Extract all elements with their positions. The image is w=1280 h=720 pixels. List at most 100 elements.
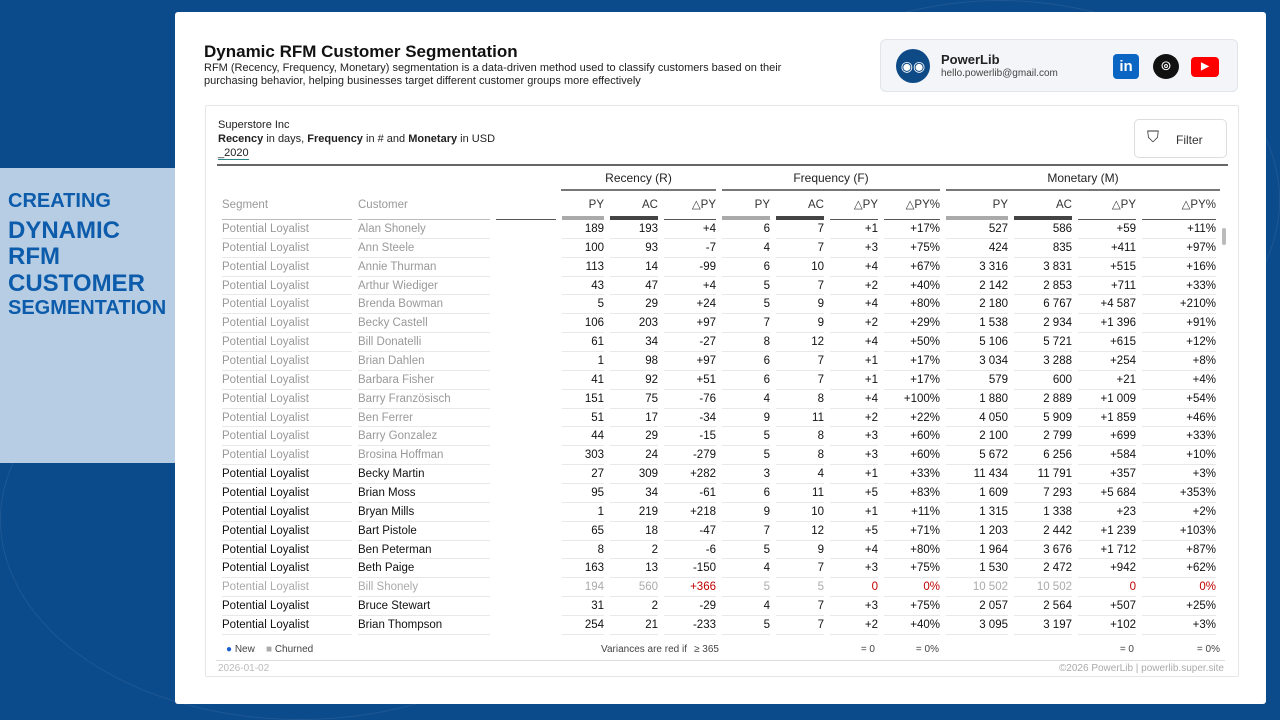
column-header-segment[interactable]: Segment [222,196,352,220]
cell-frequency-py: 5 [722,427,770,447]
cell-recency-dpy: +51 [664,371,716,390]
column-header-frequency-dpy-pct[interactable]: △PY% [884,196,940,220]
frequency-abs-rule: = 0 [860,644,875,655]
cell-recency-py: 106 [562,314,604,334]
table-row[interactable]: Potential Loyalist Brosina Hoffman 303 24 -2… [216,446,1216,466]
cell-segment: Potential Loyalist [222,578,352,598]
table-row[interactable]: Potential Loyalist Brenda Bowman 5 29 +24 5 9 +… [216,295,1216,315]
cell-monetary-ac: 586 [1014,220,1072,239]
table-row[interactable]: Potential Loyalist Bart Pistole 65 18 -47 7 12… [216,522,1216,541]
cell-frequency-py: 6 [722,258,770,277]
column-header-monetary-dpy-pct[interactable]: △PY% [1142,196,1216,220]
cell-frequency-py: 7 [722,522,770,541]
column-header-frequency-ac[interactable]: AC [776,196,824,220]
legend-churned: ■ Churned [266,644,313,655]
units-frequency: Frequency [307,133,363,145]
cell-frequency-dpy: +1 [830,352,878,371]
column-header-customer[interactable]: Customer [358,196,490,220]
legend-new-label: New [234,644,255,655]
table-row[interactable]: Potential Loyalist Becky Castell 106 203 +97… [216,314,1216,334]
table-row[interactable]: Potential Loyalist Brian Moss 95 34 -61 6 11 +5… [216,484,1216,503]
overlay-title-line4: SEGMENTATION [8,297,167,320]
cell-recency-py: 27 [562,465,604,485]
column-header-monetary-dpy[interactable]: △PY [1078,196,1136,220]
scrollbar[interactable] [1222,228,1226,245]
table-row[interactable]: Potential Loyalist Ben Peterman 8 2 -6 5 9 +4 +8… [216,541,1216,560]
cell-segment: Potential Loyalist [222,559,352,579]
table-row[interactable]: Potential Loyalist Barry Gonzalez 44 29 -15 5… [216,427,1216,447]
cell-monetary-py: 3 034 [946,352,1008,371]
table-row[interactable]: Potential Loyalist Annie Thurman 113 14 -99 6… [216,258,1216,277]
column-header-frequency-py[interactable]: PY [722,196,770,220]
cell-recency-ac: 21 [610,616,658,635]
github-icon[interactable]: ⌾ [1153,54,1179,79]
year-selector[interactable]: _2020 [218,147,249,160]
cell-blank [496,427,556,446]
table-row[interactable]: Potential Loyalist Barbara Fisher 41 92 +51 6… [216,371,1216,390]
cell-frequency-py: 8 [722,333,770,353]
cell-frequency-dpy-pct: +80% [884,541,940,560]
units-text: in # and [362,133,409,145]
cell-frequency-py: 6 [722,352,770,371]
cell-frequency-dpy: +2 [830,616,878,635]
column-header-frequency-dpy[interactable]: △PY [830,196,878,220]
cell-monetary-dpy-pct: +91% [1142,314,1216,334]
cell-recency-py: 100 [562,239,604,258]
cell-frequency-dpy-pct: +75% [884,559,940,579]
cell-frequency-ac: 9 [776,541,824,560]
cell-recency-ac: 17 [610,409,658,428]
table-row[interactable]: Potential Loyalist Brian Dahlen 1 98 +97 6 7 +1… [216,352,1216,371]
cell-customer: Bill Donatelli [358,333,490,353]
cell-customer: Becky Martin [358,465,490,485]
cell-frequency-ac: 7 [776,597,824,617]
cell-recency-ac: 24 [610,446,658,466]
cell-blank [496,522,556,541]
cell-recency-ac: 14 [610,258,658,277]
cell-monetary-dpy: +584 [1078,446,1136,466]
table-row[interactable]: Potential Loyalist Alan Shonely 189 193 +4 6 7… [216,220,1216,239]
cell-recency-ac: 2 [610,597,658,617]
monetary-pct-rule: = 0% [1196,644,1220,655]
cell-frequency-dpy-pct: +11% [884,503,940,522]
column-header-monetary-py[interactable]: PY [946,196,1008,220]
units-text: in USD [457,133,496,145]
copyright[interactable]: ©2026 PowerLib | powerlib.super.site [1058,663,1224,674]
column-header-recency-ac[interactable]: AC [610,196,658,220]
cell-monetary-dpy-pct: +16% [1142,258,1216,277]
cell-segment: Potential Loyalist [222,484,352,503]
cell-blank [496,484,556,503]
column-header-recency-py[interactable]: PY [562,196,604,220]
column-header-recency-dpy[interactable]: △PY [664,196,716,220]
table-row[interactable]: Potential Loyalist Ann Steele 100 93 -7 4 7 +3 +… [216,239,1216,258]
cell-segment: Potential Loyalist [222,314,352,334]
cell-recency-ac: 34 [610,484,658,503]
cell-monetary-dpy-pct: +33% [1142,427,1216,447]
column-header-blank[interactable] [496,196,556,220]
table-row[interactable]: Potential Loyalist Brian Thompson 254 21 -23… [216,616,1216,635]
table-row[interactable]: Potential Loyalist Bryan Mills 1 219 +218 9 10… [216,503,1216,522]
cell-monetary-dpy: +507 [1078,597,1136,617]
table-row[interactable]: Potential Loyalist Bill Donatelli 61 34 -27 8… [216,333,1216,353]
table-row[interactable]: Potential Loyalist Arthur Wiediger 43 47 +4 5… [216,277,1216,296]
cell-frequency-dpy-pct: +17% [884,352,940,371]
cell-monetary-ac: 10 502 [1014,578,1072,598]
cell-monetary-py: 10 502 [946,578,1008,598]
table-row[interactable]: Potential Loyalist Ben Ferrer 51 17 -34 9 11 +2… [216,409,1216,428]
footer-divider [216,660,1225,661]
column-header-monetary-ac[interactable]: AC [1014,196,1072,220]
table-row[interactable]: Potential Loyalist Bill Shonely 194 560 +366… [216,578,1216,598]
table-row[interactable]: Potential Loyalist Bruce Stewart 31 2 -29 4 7 +… [216,597,1216,617]
profile-email[interactable]: hello.powerlib@gmail.com [941,68,1058,79]
cell-monetary-dpy-pct: +103% [1142,522,1216,541]
table-row[interactable]: Potential Loyalist Barry Französisch 151 75… [216,390,1216,409]
cell-monetary-dpy: +1 396 [1078,314,1136,334]
youtube-icon[interactable]: ▶ [1191,57,1219,77]
linkedin-icon[interactable]: in [1113,54,1139,79]
divider [217,164,1228,166]
table-row[interactable]: Potential Loyalist Becky Martin 27 309 +282 3… [216,465,1216,485]
cell-blank [496,352,556,371]
cell-frequency-ac: 7 [776,616,824,635]
cell-monetary-dpy-pct: +8% [1142,352,1216,371]
filter-button[interactable]: ⛉ Filter [1134,119,1227,158]
table-row[interactable]: Potential Loyalist Beth Paige 163 13 -150 4 7 +… [216,559,1216,579]
